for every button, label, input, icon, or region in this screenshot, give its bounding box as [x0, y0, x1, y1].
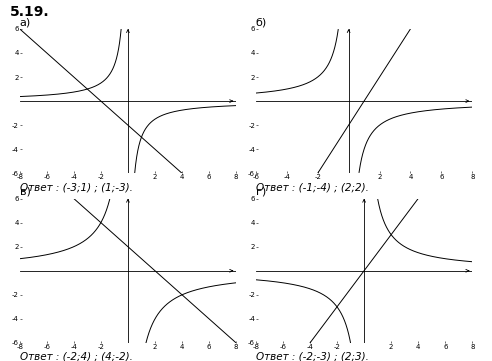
Text: Ответ : (-3;1) ; (1;-3).: Ответ : (-3;1) ; (1;-3).: [20, 182, 132, 192]
Text: в): в): [20, 187, 31, 197]
Text: Ответ : (-2;4) ; (4;-2).: Ответ : (-2;4) ; (4;-2).: [20, 352, 132, 361]
Text: г): г): [256, 187, 266, 197]
Text: Ответ : (-1;-4) ; (2;2).: Ответ : (-1;-4) ; (2;2).: [256, 182, 369, 192]
Text: б): б): [256, 17, 267, 27]
Text: 5.19.: 5.19.: [10, 5, 50, 19]
Text: а): а): [20, 17, 31, 27]
Text: Ответ : (-2;-3) ; (2;3).: Ответ : (-2;-3) ; (2;3).: [256, 352, 369, 361]
